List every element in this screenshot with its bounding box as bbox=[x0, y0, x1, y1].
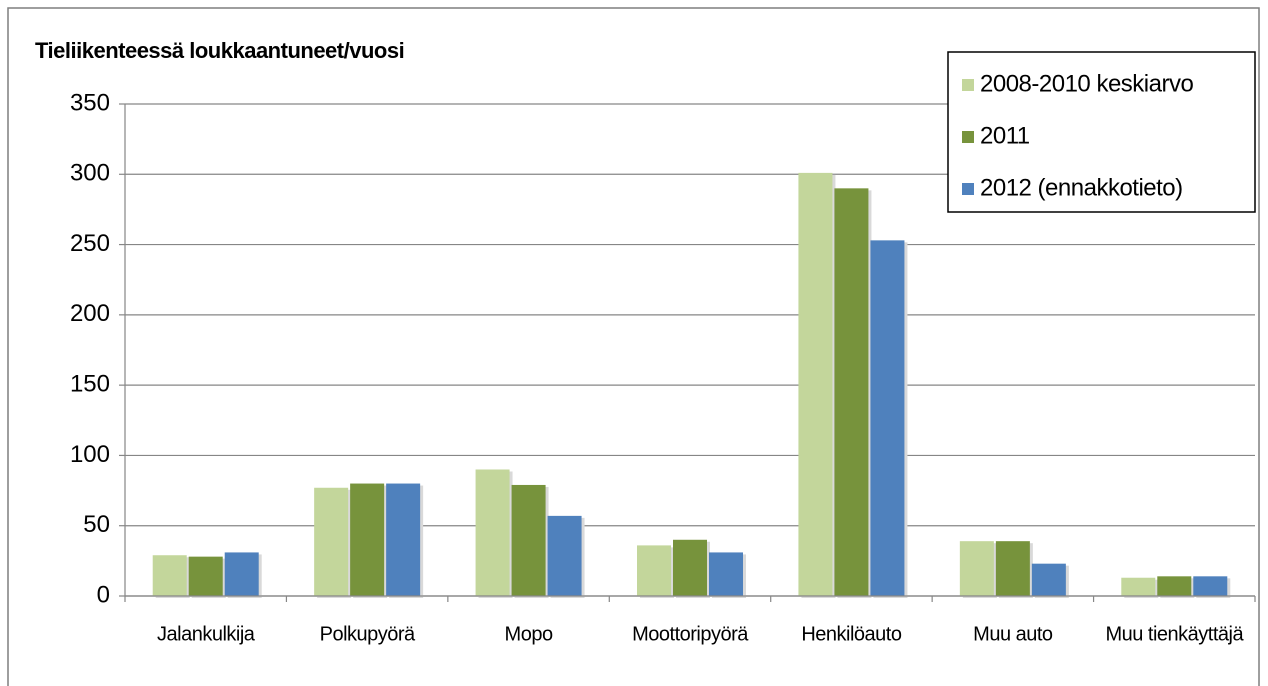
bar bbox=[152, 555, 187, 596]
bar bbox=[1121, 577, 1156, 596]
bar bbox=[870, 240, 905, 596]
bar bbox=[1157, 576, 1192, 596]
bar bbox=[475, 469, 510, 596]
legend-swatch bbox=[962, 79, 974, 91]
legend-box bbox=[947, 51, 1256, 213]
y-tick-label: 250 bbox=[70, 230, 110, 257]
bar bbox=[995, 541, 1030, 596]
bar bbox=[959, 541, 994, 596]
x-tick-label: Mopo bbox=[505, 623, 553, 645]
chart-frame bbox=[7, 7, 1260, 686]
bar bbox=[314, 487, 349, 596]
legend-label: 2011 bbox=[980, 122, 1030, 149]
x-tick-label: Jalankulkija bbox=[157, 623, 256, 645]
bar bbox=[1193, 576, 1228, 596]
y-tick-label: 50 bbox=[83, 511, 110, 538]
x-tick-label: Muu tienkäyttäjä bbox=[1105, 623, 1244, 645]
bar bbox=[350, 483, 385, 596]
y-tick-label: 150 bbox=[70, 370, 110, 397]
bar bbox=[511, 484, 546, 596]
legend-label: 2012 (ennakkotieto) bbox=[980, 174, 1183, 201]
x-tick-label: Muu auto bbox=[973, 623, 1053, 645]
x-tick-label: Moottoripyörä bbox=[632, 623, 749, 645]
x-tick-label: Henkilöauto bbox=[801, 623, 902, 645]
y-tick-label: 0 bbox=[97, 581, 110, 608]
x-tick-label: Polkupyörä bbox=[320, 623, 416, 645]
y-tick-label: 100 bbox=[70, 441, 110, 468]
bar bbox=[188, 556, 223, 596]
bar bbox=[834, 188, 869, 597]
chart-title: Tieliikenteessä loukkaantuneet/vuosi bbox=[35, 38, 404, 63]
bar bbox=[1031, 563, 1066, 596]
legend-swatch bbox=[962, 183, 974, 195]
legend-label: 2008-2010 keskiarvo bbox=[980, 70, 1193, 97]
y-tick-label: 350 bbox=[70, 89, 110, 116]
bar bbox=[709, 552, 743, 596]
y-tick-label: 300 bbox=[70, 160, 110, 187]
legend-swatch bbox=[962, 131, 974, 143]
bar bbox=[798, 172, 833, 596]
y-tick-label: 200 bbox=[70, 300, 110, 327]
bar bbox=[386, 483, 421, 596]
bar bbox=[547, 515, 582, 596]
bar bbox=[224, 552, 259, 596]
bar bbox=[673, 539, 707, 596]
bar bbox=[637, 545, 671, 596]
